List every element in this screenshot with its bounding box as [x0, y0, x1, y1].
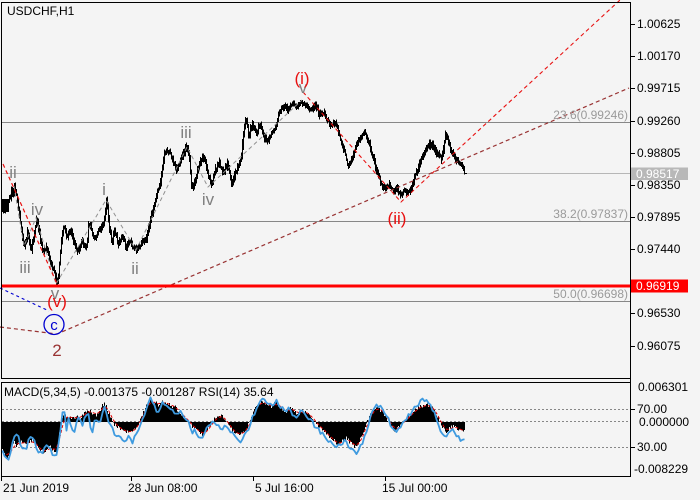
svg-text:0.99715: 0.99715 — [637, 81, 681, 95]
svg-text:1.00170: 1.00170 — [637, 49, 681, 63]
svg-text:0.97440: 0.97440 — [637, 242, 681, 256]
svg-text:0.98350: 0.98350 — [637, 178, 681, 192]
svg-text:0.000000: 0.000000 — [639, 415, 689, 429]
svg-text:23.6(0.99246): 23.6(0.99246) — [553, 108, 628, 122]
svg-text:USDCHF,H1: USDCHF,H1 — [7, 4, 75, 18]
svg-text:0.99260: 0.99260 — [637, 114, 681, 128]
svg-text:v: v — [51, 284, 60, 303]
svg-text:0.006301: 0.006301 — [638, 380, 688, 394]
svg-text:21 Jun 2019: 21 Jun 2019 — [3, 481, 69, 495]
svg-text:1.00625: 1.00625 — [637, 17, 681, 31]
svg-text:(i): (i) — [294, 69, 309, 88]
svg-text:ii: ii — [131, 259, 139, 278]
svg-text:0.98805: 0.98805 — [637, 146, 681, 160]
svg-text:(ii): (ii) — [388, 209, 407, 228]
svg-text:28 Jun 08:00: 28 Jun 08:00 — [128, 481, 198, 495]
svg-text:c: c — [50, 317, 58, 334]
svg-text:iv: iv — [202, 190, 215, 209]
svg-text:0.96530: 0.96530 — [637, 306, 681, 320]
svg-text:ii: ii — [9, 163, 17, 182]
svg-text:38.2(0.97837): 38.2(0.97837) — [553, 207, 628, 221]
svg-text:70.00: 70.00 — [637, 402, 667, 416]
svg-text:0.96919: 0.96919 — [636, 279, 680, 293]
svg-text:2: 2 — [52, 341, 61, 360]
svg-text:iii: iii — [180, 123, 191, 142]
svg-text:-0.008229: -0.008229 — [634, 462, 688, 476]
svg-text:v: v — [299, 78, 308, 97]
svg-text:0.96075: 0.96075 — [637, 339, 681, 353]
svg-text:15 Jul 00:00: 15 Jul 00:00 — [382, 481, 448, 495]
svg-text:0.98517: 0.98517 — [636, 167, 680, 181]
svg-text:30.00: 30.00 — [637, 440, 667, 454]
svg-text:MACD(5,34,5) -0.001375 -0.0012: MACD(5,34,5) -0.001375 -0.001287 RSI(14)… — [4, 385, 274, 399]
svg-text:i: i — [102, 180, 106, 199]
svg-text:iii: iii — [19, 258, 30, 277]
svg-text:50.0(0.96698): 50.0(0.96698) — [553, 287, 628, 301]
svg-text:5 Jul 16:00: 5 Jul 16:00 — [255, 481, 314, 495]
svg-text:(v): (v) — [47, 292, 67, 311]
svg-text:0.97895: 0.97895 — [637, 210, 681, 224]
svg-text:iv: iv — [31, 200, 44, 219]
